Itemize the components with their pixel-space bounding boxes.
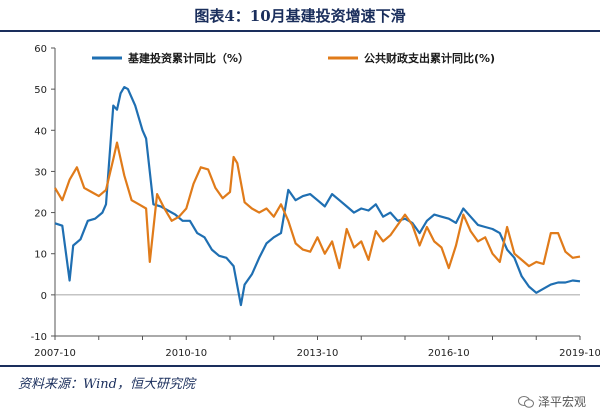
source-bar: 资料来源：Wind，恒大研究院 泽平宏观 xyxy=(0,365,600,413)
x-tick-label: 2013-10 xyxy=(297,348,339,359)
legend-label: 公共财政支出累计同比(%) xyxy=(364,51,495,65)
x-tick-label: 2010-10 xyxy=(165,348,207,359)
series-line-infrastructure xyxy=(54,86,581,307)
y-tick-label: 40 xyxy=(34,126,47,137)
x-tick-label: 2007-10 xyxy=(34,348,76,359)
x-tick-label: 2019-10 xyxy=(559,348,600,359)
watermark-text: 泽平宏观 xyxy=(537,395,586,409)
y-tick-label: 0 xyxy=(41,291,47,302)
watermark: 泽平宏观 xyxy=(517,393,586,410)
line-chart: -10 0 10 20 30 40 50 60 2007-10 2010-10 2013-10 201… xyxy=(31,44,600,359)
y-tick-label: 20 xyxy=(34,209,47,220)
y-tick-label: -10 xyxy=(31,332,47,343)
wechat-icon xyxy=(517,395,534,408)
y-tick-label: 60 xyxy=(34,44,47,55)
chart-legend: 基建投资累计同比（%） 公共财政支出累计同比(%) xyxy=(92,51,495,65)
y-tick-label: 30 xyxy=(34,167,47,178)
source-note: 资料来源：Wind，恒大研究院 xyxy=(18,377,195,392)
series-line-fiscal xyxy=(54,141,581,270)
chart-axes: -10 0 10 20 30 40 50 60 2007-10 2010-10 2013-10 201… xyxy=(31,44,600,359)
legend-label: 基建投资累计同比（%） xyxy=(127,51,249,65)
y-tick-label: 10 xyxy=(34,250,47,261)
chart-title: 图表4：10月基建投资增速下滑 xyxy=(194,7,406,25)
chart-series xyxy=(54,86,581,307)
chart-title-bar: 图表4：10月基建投资增速下滑 xyxy=(0,0,600,32)
y-tick-label: 50 xyxy=(34,85,47,96)
x-tick-label: 2016-10 xyxy=(428,348,470,359)
